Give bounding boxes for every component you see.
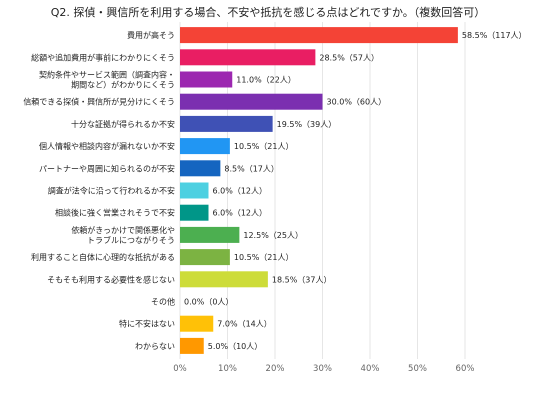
bar	[180, 93, 323, 110]
x-tick-label: 20%	[266, 364, 285, 374]
x-tick-label: 50%	[408, 364, 427, 374]
value-label: 58.5%（117人）	[462, 31, 527, 40]
bar	[180, 49, 316, 66]
bar	[180, 27, 458, 44]
bar	[180, 71, 233, 88]
value-label: 18.5%（37人）	[272, 275, 332, 284]
category-label: その他	[151, 297, 175, 307]
value-label: 10.5%（21人）	[234, 142, 294, 151]
bar	[180, 249, 230, 266]
bar	[180, 115, 273, 132]
category-label: 相談後に強く営業されそうで不安	[55, 208, 175, 218]
category-label: 期間など）がわかりにくそう	[71, 80, 175, 90]
labels: 費用が高そう 58.5%（117人） 総額や追加費用が事前にわかりにくそう 28.5%…	[23, 30, 526, 351]
category-label: 特に不安はない	[119, 319, 175, 329]
bar	[180, 271, 268, 288]
bar	[180, 226, 240, 243]
bar	[180, 182, 209, 199]
category-label: 十分な証拠が得られるか不安	[71, 119, 175, 129]
value-label: 12.5%（25人）	[243, 231, 303, 240]
bar	[180, 138, 230, 155]
bars	[180, 27, 458, 354]
value-label: 19.5%（39人）	[277, 120, 337, 129]
x-tick-label: 30%	[313, 364, 332, 374]
category-label: そもそも利用する必要性を感じない	[47, 274, 175, 284]
category-label: わからない	[135, 342, 175, 351]
value-label: 7.0%（14人）	[217, 320, 272, 329]
value-label: 6.0%（12人）	[213, 187, 268, 196]
value-label: 6.0%（12人）	[213, 209, 268, 218]
value-label: 8.5%（17人）	[224, 164, 279, 173]
category-label: 個人情報や相談内容が漏れないか不安	[39, 141, 175, 151]
bar	[180, 315, 214, 332]
value-label: 10.5%（21人）	[234, 253, 294, 262]
category-label: トラブルにつながりそう	[87, 235, 175, 245]
value-label: 11.0%（22人）	[236, 76, 296, 85]
value-label: 28.5%（57人）	[319, 53, 379, 62]
x-tick-label: 0%	[173, 364, 187, 374]
x-tick-label: 40%	[361, 364, 380, 374]
value-label: 0.0%（0人）	[184, 298, 233, 307]
x-tick-label: 10%	[218, 364, 237, 374]
category-label: 信頼できる探偵・興信所が見分けにくそう	[23, 97, 175, 107]
bar	[180, 337, 204, 354]
chart-title: Q2. 探偵・興信所を利用する場合、不安や抵抗を感じる点はどれですか。（複数回答…	[50, 6, 486, 19]
category-label: 契約条件やサービス範囲（調査内容・	[39, 70, 175, 80]
category-label: 利用すること自体に心理的な抵抗がある	[31, 252, 175, 262]
category-label: 費用が高そう	[127, 30, 175, 40]
category-label: 総額や追加費用が事前にわかりにくそう	[31, 52, 175, 62]
category-label: 依頼がきっかけで関係悪化や	[71, 225, 175, 235]
value-label: 30.0%（60人）	[327, 98, 387, 107]
x-tick-label: 60%	[456, 364, 475, 374]
x-axis-ticks: 0% 10% 20% 30% 40% 50% 60%	[173, 364, 474, 374]
category-label: パートナーや周囲に知られるのが不安	[39, 163, 175, 173]
value-label: 5.0%（10人）	[208, 342, 263, 351]
bar	[180, 160, 221, 177]
bar	[180, 204, 209, 221]
category-label: 調査が法令に沿って行われるか不安	[48, 186, 175, 196]
